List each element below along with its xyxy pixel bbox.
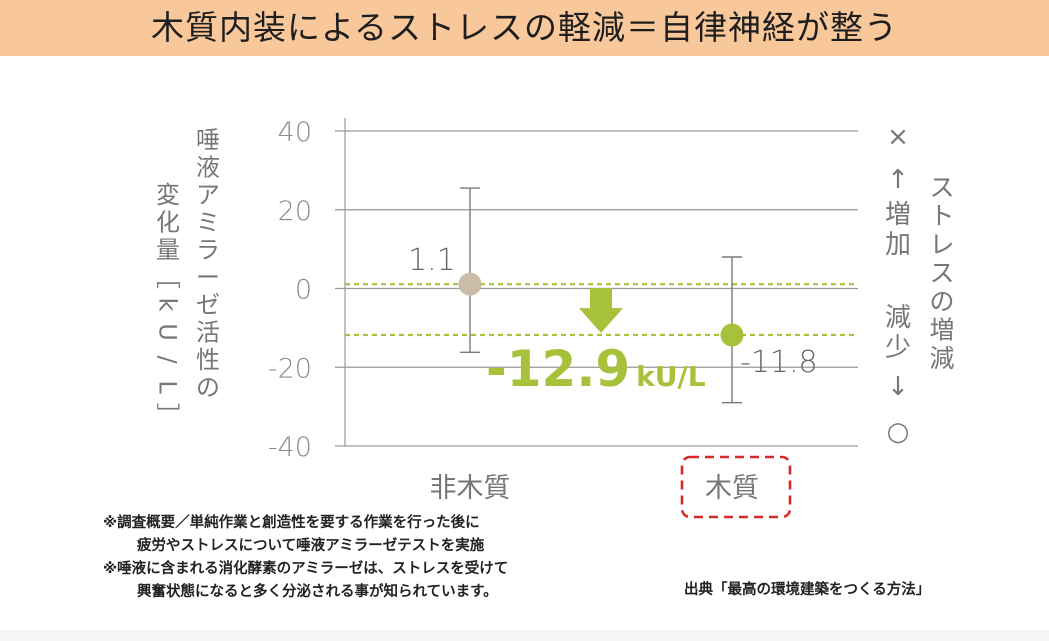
y-axis-title-line: 変化量［ kU / L ］ (154, 181, 182, 427)
vertical-char: 活 (196, 319, 220, 347)
right-axis-top-char: ↑ (887, 165, 909, 195)
category-label: 非木質 (430, 473, 511, 504)
data-label: 1.1 (408, 243, 456, 278)
vertical-char: 性 (196, 346, 220, 374)
bottom-strip (0, 630, 1049, 641)
difference-annotation: -12.9 kU/L (486, 288, 706, 398)
vertical-char: ス (929, 259, 954, 288)
y-tick-labels: 40 20 0 -20 -40 (268, 117, 312, 463)
vertical-char: U (154, 323, 182, 341)
right-axis-bottom-char: 少 (885, 333, 911, 363)
vertical-char: L (154, 380, 182, 394)
vertical-char: ミ (196, 209, 220, 237)
page-title: 木質内装によるストレスの軽減＝自律神経が整う (150, 8, 898, 47)
notes: ※調査概要／単純作業と創造性を要する作業を行った後に 疲労やストレスについて唾液… (103, 512, 683, 604)
right-axis-bottom-char: ○ (887, 417, 910, 447)
vertical-char: k (154, 298, 182, 312)
data-points (458, 272, 744, 347)
note-line: ※調査概要／単純作業と創造性を要する作業を行った後に (103, 515, 480, 531)
vertical-char: ］ (154, 403, 182, 427)
vertical-char: の (196, 374, 220, 402)
y-tick-label: 40 (278, 117, 312, 148)
difference-value: -12.9 (486, 340, 630, 398)
vertical-char: ゼ (196, 291, 220, 319)
y-tick-label: 20 (278, 196, 312, 227)
source-citation: 出典「最高の環境建築をつくる方法」 (684, 582, 931, 598)
title-bar (0, 0, 1049, 56)
note-line: 興奮状態になると多く分泌される事が知られています。 (137, 584, 498, 600)
right-axis-bottom-char: ↓ (887, 372, 909, 402)
vertical-char: 変 (156, 181, 180, 209)
y-tick-label: -20 (268, 353, 312, 384)
y-tick-label: 0 (295, 275, 312, 306)
difference-label: -12.9 kU/L (486, 340, 706, 398)
vertical-char: 減 (929, 344, 954, 373)
vertical-char: の (929, 287, 954, 316)
y-tick-label: -40 (268, 432, 312, 463)
vertical-char: レ (929, 230, 954, 259)
vertical-char: 液 (196, 154, 220, 182)
vertical-char: ス (929, 173, 954, 202)
down-arrow-icon (579, 288, 623, 333)
category-label: 木質 (705, 473, 759, 504)
note-line: 疲労やストレスについて唾液アミラーゼテストを実施 (137, 538, 485, 554)
data-point (720, 323, 744, 347)
vertical-char: 唾 (196, 126, 220, 154)
right-axis-top-char: 増 (885, 200, 911, 230)
vertical-char: ー (196, 264, 220, 292)
vertical-char: ［ (154, 265, 182, 289)
vertical-char: 化 (156, 209, 180, 237)
vertical-char: / (154, 356, 182, 365)
right-axis-top-char: 加 (885, 230, 911, 260)
category-labels: 非木質 木質 (430, 455, 792, 519)
data-point (458, 272, 482, 296)
note-line: ※唾液に含まれる消化酵素のアミラーゼは、ストレスを受けて (103, 561, 509, 577)
highlight-box (680, 455, 792, 519)
vertical-char: 増 (929, 316, 954, 345)
difference-unit: kU/L (636, 360, 706, 393)
vertical-char: ア (196, 181, 220, 209)
vertical-char: ラ (196, 236, 220, 264)
data-label: -11.8 (740, 345, 818, 380)
reference-lines (345, 283, 858, 337)
vertical-char: ト (929, 202, 954, 231)
right-axis-top-char: × (887, 122, 909, 152)
right-axis-bottom-char: 減 (885, 303, 911, 333)
data-labels: 1.1 -11.8 (408, 243, 818, 380)
vertical-char: 量 (156, 236, 180, 264)
